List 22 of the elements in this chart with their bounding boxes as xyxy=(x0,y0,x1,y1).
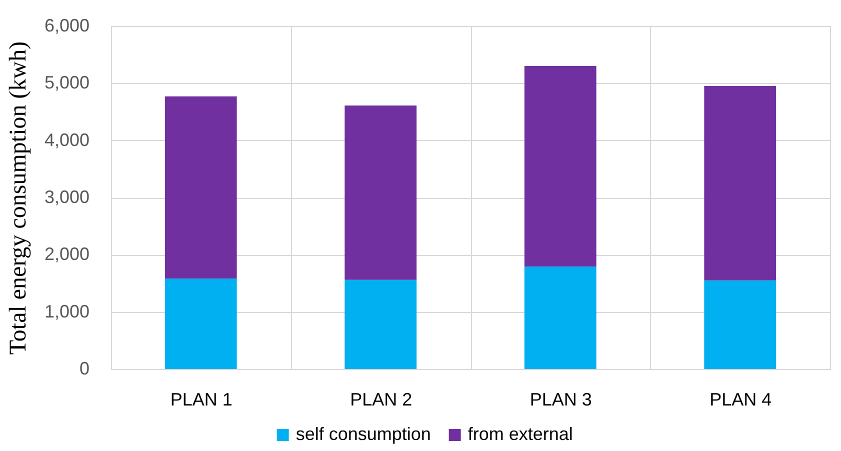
y-tick-label: 2,000 xyxy=(44,244,90,264)
legend-label: from external xyxy=(468,424,573,444)
y-tick-label: 3,000 xyxy=(44,187,90,207)
x-tick-label: PLAN 3 xyxy=(530,390,592,410)
y-tick-label: 5,000 xyxy=(44,72,90,93)
bar xyxy=(704,86,776,280)
bar xyxy=(344,280,417,369)
y-tick-label: 1,000 xyxy=(44,301,90,322)
bar xyxy=(704,280,776,369)
x-tick-label: PLAN 4 xyxy=(710,390,772,410)
bar xyxy=(524,266,596,369)
x-tick-label: PLAN 2 xyxy=(350,390,412,410)
bar xyxy=(164,96,237,279)
legend-label: self consumption xyxy=(296,424,431,444)
bar xyxy=(164,278,237,369)
bar xyxy=(524,66,596,267)
y-tick-label: 0 xyxy=(79,358,90,378)
y-tick-label: 4,000 xyxy=(44,130,90,150)
y-axis-title: Total energy consumption (kwh) xyxy=(6,41,32,355)
bar xyxy=(344,105,417,280)
y-tick-label: 6,000 xyxy=(44,16,90,36)
x-tick-label: PLAN 1 xyxy=(170,390,232,410)
